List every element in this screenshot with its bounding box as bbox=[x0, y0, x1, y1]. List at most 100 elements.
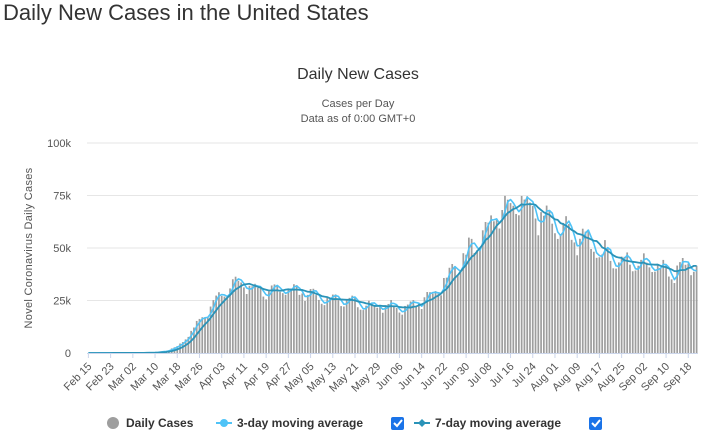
daily-cases-bar bbox=[218, 292, 220, 353]
daily-cases-bar bbox=[590, 249, 592, 353]
daily-cases-bar bbox=[490, 215, 492, 353]
daily-cases-bar bbox=[612, 268, 615, 353]
daily-cases-bar bbox=[373, 305, 376, 353]
legend: Daily Cases 3-day moving average 7-day mov… bbox=[107, 416, 602, 430]
daily-cases-bar bbox=[626, 252, 629, 353]
daily-cases-bar bbox=[301, 293, 304, 353]
daily-cases-bar bbox=[515, 213, 517, 353]
legend-3day-label[interactable]: 3-day moving average bbox=[237, 416, 363, 430]
grid-layer bbox=[87, 142, 698, 301]
legend-daily-cases-marker bbox=[107, 417, 119, 429]
daily-cases-bar bbox=[448, 267, 451, 353]
daily-cases-bar bbox=[345, 299, 348, 353]
daily-cases-bar bbox=[434, 291, 437, 353]
daily-cases-bar bbox=[584, 231, 587, 353]
daily-cases-bar bbox=[498, 228, 501, 353]
daily-cases-bar bbox=[623, 256, 626, 353]
daily-cases-bar bbox=[415, 306, 417, 353]
daily-cases-bar bbox=[418, 303, 420, 353]
daily-cases-bar bbox=[245, 294, 248, 353]
daily-cases-bar bbox=[187, 336, 190, 353]
daily-cases-bar bbox=[379, 307, 381, 353]
daily-cases-bar bbox=[504, 195, 506, 353]
daily-cases-bar bbox=[506, 199, 509, 353]
daily-cases-bar bbox=[287, 288, 290, 353]
daily-cases-bar bbox=[226, 296, 229, 353]
daily-cases-bar bbox=[634, 270, 637, 353]
daily-cases-bar bbox=[592, 251, 595, 353]
daily-cases-bar bbox=[368, 300, 370, 353]
daily-cases-bar bbox=[493, 221, 495, 353]
daily-cases-bar bbox=[651, 272, 654, 353]
daily-cases-bar bbox=[565, 216, 567, 353]
daily-cases-bar bbox=[468, 237, 470, 353]
daily-cases-bar bbox=[223, 296, 226, 353]
daily-cases-bar bbox=[462, 253, 465, 353]
daily-cases-bar bbox=[545, 205, 548, 353]
daily-cases-bar bbox=[312, 288, 315, 353]
daily-cases-bar bbox=[279, 292, 281, 353]
daily-cases-bar bbox=[604, 240, 606, 353]
chart-subtitle-line-2: Data as of 0:00 GMT+0 bbox=[301, 113, 416, 125]
daily-cases-bar bbox=[470, 238, 473, 353]
legend-3day-checkbox[interactable] bbox=[391, 417, 404, 430]
daily-cases-bar bbox=[248, 285, 251, 353]
daily-cases-bar bbox=[404, 305, 406, 353]
legend-7day-label[interactable]: 7-day moving average bbox=[435, 416, 561, 430]
y-tick-label: 0 bbox=[65, 348, 71, 360]
daily-cases-bar bbox=[265, 299, 267, 353]
daily-cases-bar bbox=[673, 283, 676, 353]
daily-cases-bar bbox=[359, 309, 362, 353]
daily-cases-bar bbox=[429, 292, 431, 353]
legend-7day-checkbox[interactable] bbox=[589, 417, 602, 430]
daily-cases-bar bbox=[351, 295, 354, 353]
daily-cases-bar bbox=[212, 300, 215, 353]
daily-cases-bar bbox=[645, 262, 648, 353]
daily-cases-bar bbox=[426, 292, 429, 353]
daily-cases-bar bbox=[518, 215, 520, 353]
daily-cases-bar bbox=[543, 215, 545, 353]
daily-cases-bar bbox=[640, 259, 642, 353]
daily-cases-bar bbox=[273, 284, 276, 353]
daily-cases-bar bbox=[609, 260, 612, 353]
daily-cases-bar bbox=[298, 294, 301, 353]
daily-cases-bar bbox=[595, 257, 598, 353]
daily-cases-bar bbox=[423, 297, 426, 353]
x-tick-label: Jul 08 bbox=[465, 361, 494, 390]
daily-cases-bar bbox=[531, 206, 534, 353]
daily-cases-bar bbox=[259, 288, 262, 353]
daily-cases-bar bbox=[365, 305, 367, 353]
daily-cases-bar bbox=[290, 288, 292, 353]
daily-cases-bar bbox=[570, 239, 573, 353]
daily-cases-bar bbox=[295, 285, 298, 353]
daily-cases-bar bbox=[323, 305, 326, 353]
daily-cases-bar bbox=[695, 265, 698, 353]
daily-cases-bar bbox=[665, 265, 667, 353]
daily-cases-bar bbox=[220, 295, 223, 353]
daily-cases-bar bbox=[343, 306, 345, 353]
daily-cases-bar bbox=[240, 282, 242, 353]
daily-cases-bar bbox=[243, 287, 245, 353]
daily-cases-bar bbox=[370, 303, 373, 353]
daily-cases-bar bbox=[473, 252, 476, 353]
daily-cases-bar bbox=[568, 224, 570, 353]
daily-cases-bar bbox=[617, 262, 620, 353]
daily-cases-bar bbox=[437, 293, 440, 353]
daily-cases-bar bbox=[440, 295, 442, 353]
daily-cases-bar bbox=[362, 310, 365, 353]
daily-cases-bar bbox=[692, 271, 695, 353]
daily-cases-bar bbox=[548, 210, 551, 353]
daily-cases-bar bbox=[445, 277, 448, 353]
daily-cases-bar bbox=[381, 312, 384, 353]
daily-cases-bar bbox=[204, 317, 206, 353]
daily-cases-bar bbox=[656, 265, 659, 353]
daily-cases-bar bbox=[679, 262, 681, 353]
daily-cases-bar bbox=[331, 294, 334, 353]
daily-cases-bar bbox=[401, 314, 404, 353]
legend-daily-cases-label[interactable]: Daily Cases bbox=[126, 416, 194, 430]
daily-cases-bar bbox=[451, 264, 454, 353]
daily-cases-bar bbox=[520, 195, 523, 353]
daily-cases-bar bbox=[529, 202, 531, 353]
